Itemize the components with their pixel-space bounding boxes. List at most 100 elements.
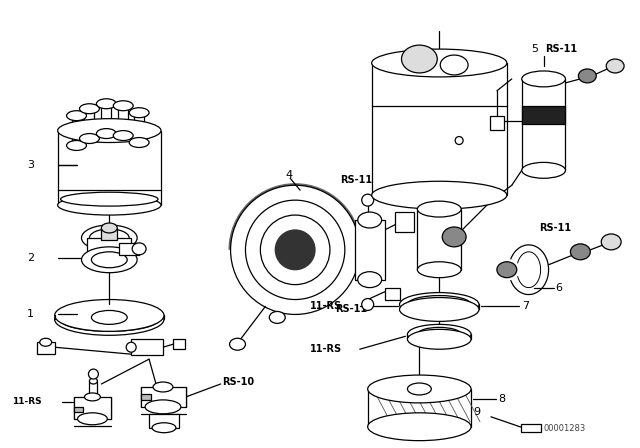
- Ellipse shape: [113, 130, 133, 141]
- Ellipse shape: [522, 71, 566, 87]
- Ellipse shape: [54, 300, 164, 332]
- Ellipse shape: [67, 111, 86, 121]
- Text: 11-RS: 11-RS: [310, 302, 342, 311]
- Ellipse shape: [79, 104, 99, 114]
- Ellipse shape: [152, 423, 176, 433]
- Ellipse shape: [408, 383, 431, 395]
- Ellipse shape: [408, 329, 471, 349]
- Circle shape: [362, 298, 374, 310]
- Circle shape: [230, 185, 360, 314]
- Ellipse shape: [92, 252, 127, 268]
- Bar: [141, 394, 151, 400]
- Ellipse shape: [84, 415, 100, 423]
- Ellipse shape: [408, 324, 471, 344]
- Ellipse shape: [58, 119, 161, 142]
- Ellipse shape: [113, 101, 133, 111]
- Ellipse shape: [522, 162, 566, 178]
- Ellipse shape: [60, 307, 159, 332]
- Text: 1: 1: [27, 310, 34, 319]
- Ellipse shape: [97, 129, 116, 138]
- Ellipse shape: [90, 229, 129, 247]
- Circle shape: [88, 369, 99, 379]
- Ellipse shape: [126, 342, 136, 352]
- Bar: [74, 397, 111, 419]
- Bar: [394, 212, 415, 232]
- Ellipse shape: [84, 393, 100, 401]
- Ellipse shape: [401, 45, 437, 73]
- Text: 2: 2: [27, 253, 34, 263]
- Ellipse shape: [153, 402, 173, 412]
- Text: RS-11: RS-11: [335, 305, 367, 314]
- Text: 11-RS: 11-RS: [12, 397, 42, 406]
- Ellipse shape: [368, 375, 471, 403]
- Bar: [355, 220, 385, 280]
- Ellipse shape: [101, 223, 117, 233]
- Ellipse shape: [440, 55, 468, 75]
- Ellipse shape: [129, 138, 149, 147]
- Ellipse shape: [497, 262, 516, 278]
- Ellipse shape: [408, 301, 471, 319]
- Ellipse shape: [81, 225, 137, 251]
- Text: 5: 5: [532, 44, 539, 54]
- Ellipse shape: [77, 413, 108, 425]
- Ellipse shape: [579, 69, 596, 83]
- Ellipse shape: [54, 303, 164, 335]
- Bar: [149, 414, 179, 428]
- Ellipse shape: [399, 297, 479, 321]
- Ellipse shape: [417, 327, 461, 341]
- Text: RS-11: RS-11: [340, 175, 372, 185]
- Ellipse shape: [97, 99, 116, 109]
- Ellipse shape: [372, 181, 507, 209]
- Bar: [36, 342, 54, 354]
- Ellipse shape: [153, 382, 173, 392]
- Bar: [521, 424, 541, 432]
- Text: 6: 6: [556, 283, 563, 293]
- Ellipse shape: [601, 234, 621, 250]
- Ellipse shape: [417, 332, 461, 346]
- Bar: [173, 339, 185, 349]
- Text: 11-RS: 11-RS: [310, 344, 342, 354]
- Ellipse shape: [372, 49, 507, 77]
- Ellipse shape: [230, 338, 246, 350]
- Circle shape: [362, 194, 374, 206]
- Bar: [119, 243, 139, 255]
- Circle shape: [275, 230, 315, 270]
- Ellipse shape: [132, 243, 146, 255]
- Ellipse shape: [60, 303, 159, 327]
- Ellipse shape: [358, 271, 381, 288]
- Circle shape: [260, 215, 330, 284]
- Text: RS-11: RS-11: [545, 44, 578, 54]
- Ellipse shape: [417, 201, 461, 217]
- Ellipse shape: [368, 413, 471, 441]
- Ellipse shape: [399, 293, 479, 316]
- Ellipse shape: [90, 378, 97, 384]
- Bar: [88, 238, 131, 260]
- Bar: [141, 387, 186, 407]
- Text: 8: 8: [498, 394, 505, 404]
- Ellipse shape: [79, 134, 99, 143]
- Bar: [490, 116, 504, 129]
- Ellipse shape: [92, 310, 127, 324]
- Text: RS-10: RS-10: [223, 377, 255, 387]
- Bar: [74, 407, 83, 412]
- Ellipse shape: [40, 338, 52, 346]
- Circle shape: [455, 137, 463, 145]
- Ellipse shape: [269, 311, 285, 323]
- Ellipse shape: [145, 400, 181, 414]
- Bar: [522, 106, 566, 124]
- Ellipse shape: [442, 227, 466, 247]
- Bar: [385, 288, 399, 300]
- Text: 00001283: 00001283: [543, 424, 586, 433]
- Ellipse shape: [358, 212, 381, 228]
- Bar: [131, 339, 163, 355]
- Ellipse shape: [67, 141, 86, 151]
- Ellipse shape: [408, 296, 471, 314]
- Text: 7: 7: [522, 302, 529, 311]
- Text: 4: 4: [285, 170, 292, 180]
- Ellipse shape: [606, 59, 624, 73]
- Ellipse shape: [81, 247, 137, 273]
- Bar: [101, 228, 117, 240]
- Text: 3: 3: [27, 160, 34, 170]
- Text: RS-11: RS-11: [539, 223, 571, 233]
- Text: 9: 9: [473, 407, 480, 417]
